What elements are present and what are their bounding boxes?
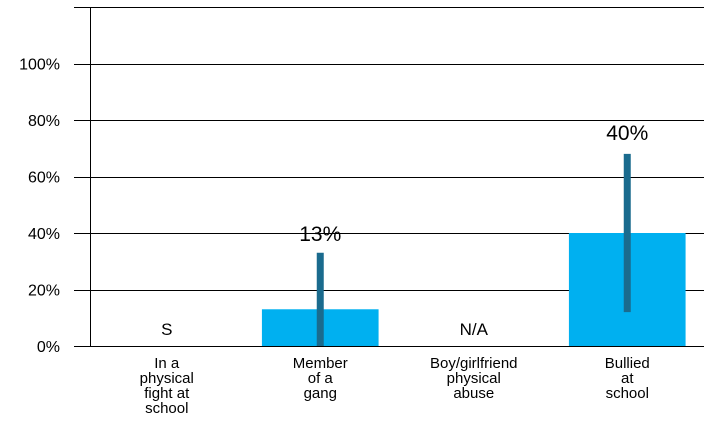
- y-tick-label: 80%: [28, 113, 60, 130]
- x-category-label: In a physical fight at school: [140, 355, 194, 417]
- y-tick-label: 40%: [28, 226, 60, 243]
- data-label: 40%: [606, 122, 648, 145]
- x-category-label-line: school: [145, 400, 188, 417]
- data-label: S: [161, 320, 172, 339]
- y-tick-label: 0%: [37, 339, 60, 356]
- y-tick-label: 20%: [28, 283, 60, 300]
- x-axis-categories: In a physical fight at school Member of a gang…: [140, 355, 650, 417]
- x-category-label: Boy/girlfriend physical abuse: [430, 355, 518, 402]
- x-category-label: Member of a gang: [293, 355, 348, 402]
- data-label: 13%: [299, 223, 341, 246]
- data-label: N/A: [460, 320, 489, 339]
- x-category-label-line: abuse: [453, 385, 494, 402]
- y-tick-label: 60%: [28, 170, 60, 187]
- y-tick-label: 100%: [19, 57, 60, 74]
- x-category-label: Bullied at school: [605, 355, 650, 402]
- x-category-label-line: gang: [304, 385, 337, 402]
- y-axis-ticks: 0% 20% 40% 60% 80% 100%: [19, 57, 60, 357]
- x-category-label-line: school: [606, 385, 649, 402]
